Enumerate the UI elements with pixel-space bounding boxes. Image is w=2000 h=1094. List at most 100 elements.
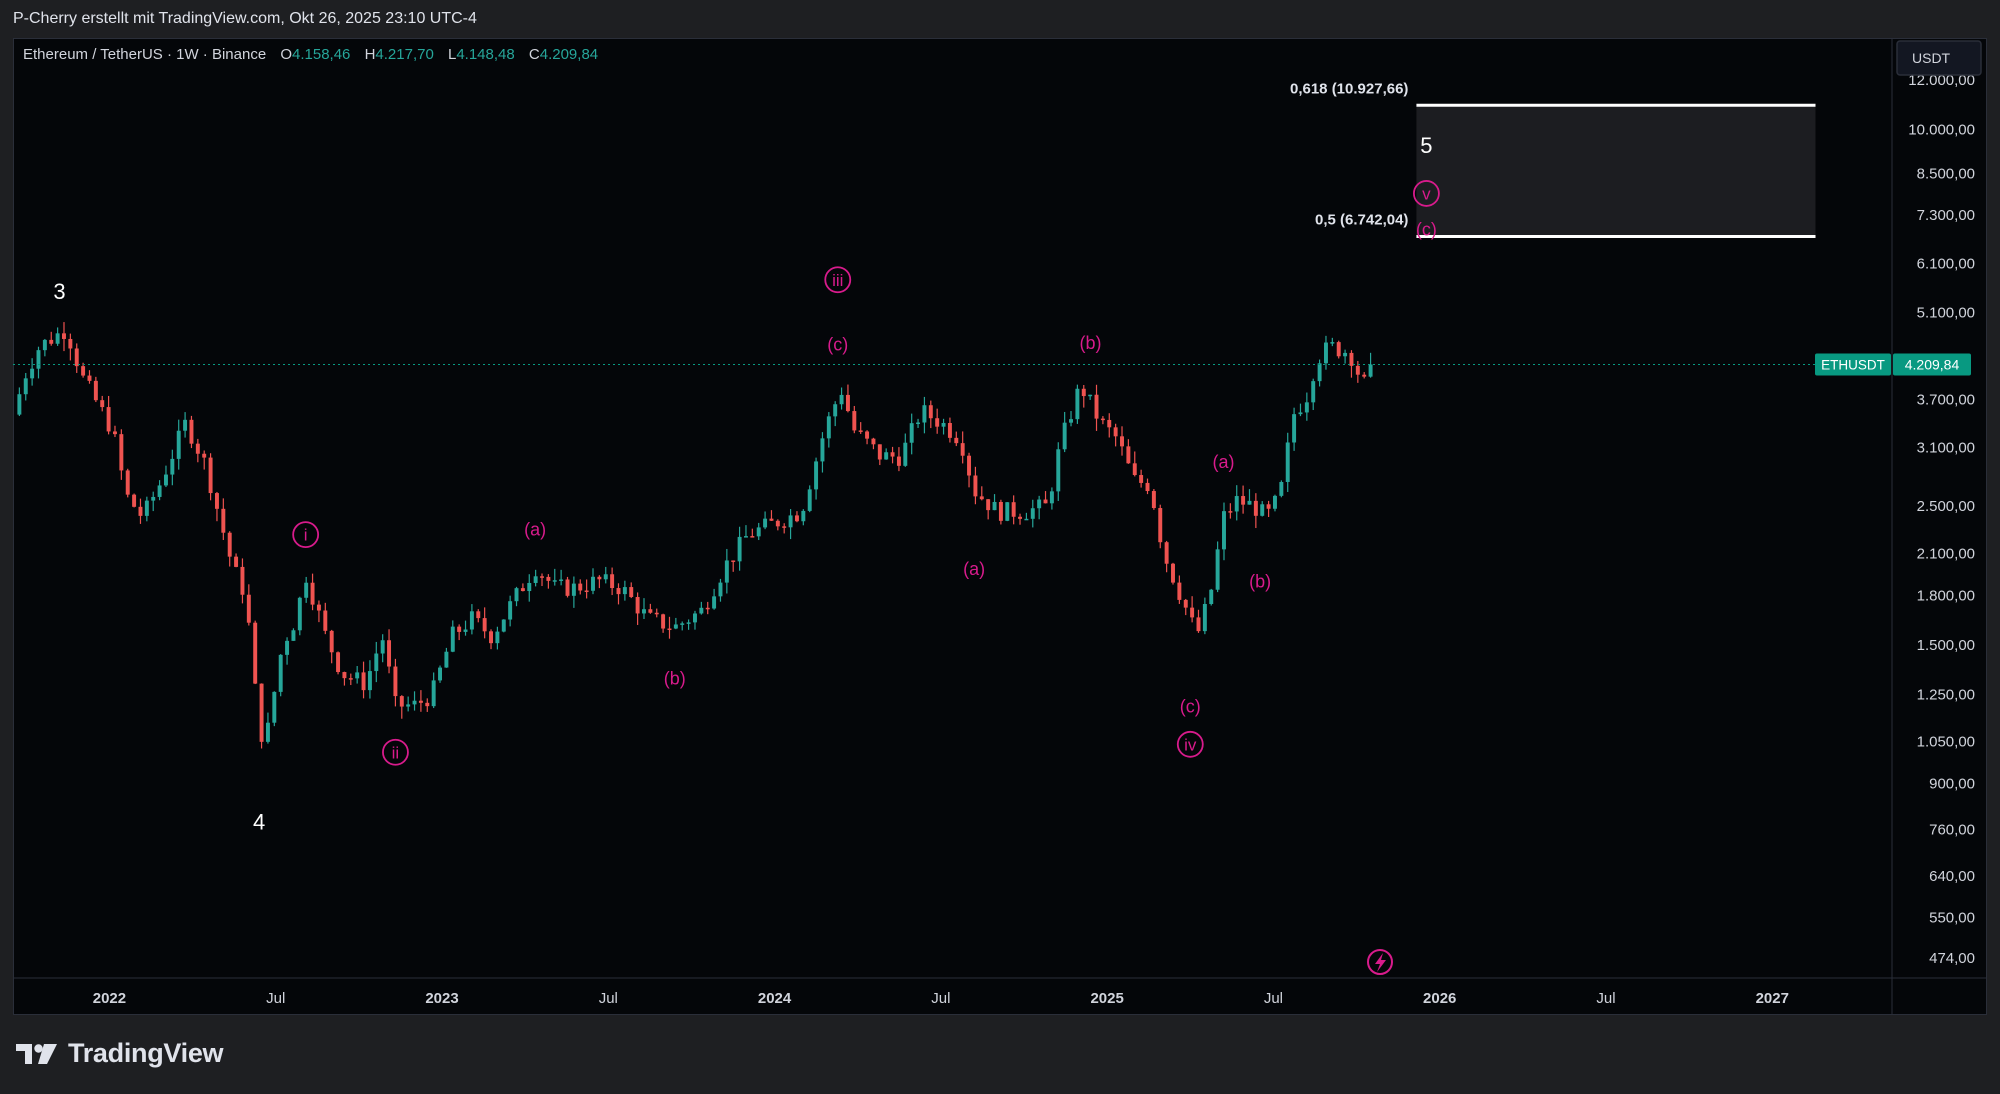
candle-up: [1273, 495, 1277, 509]
currency-button-bg[interactable]: [1896, 40, 1982, 76]
candle-up: [743, 536, 748, 538]
price-tick-label: 1.250,00: [1917, 686, 1975, 703]
wave-label-circle: [1176, 730, 1204, 758]
low-label: L: [447, 46, 457, 63]
wave-label-circle: [292, 521, 320, 549]
wave-label: (a): [524, 520, 546, 540]
candle-down: [1107, 419, 1112, 428]
candle-up: [693, 613, 697, 623]
price-tick-label: 3.100,00: [1917, 440, 1975, 457]
wave-label: (b): [664, 668, 686, 688]
candle-up: [533, 576, 538, 583]
last-price-tag-bg: [1893, 353, 1971, 376]
candle-up: [1234, 496, 1239, 512]
symbol-legend: Ethereum / TetherUS · 1W · Binance O4.15…: [23, 46, 598, 63]
wave-label: (c): [827, 334, 848, 354]
candle-down: [342, 672, 347, 679]
candle-down: [1018, 516, 1023, 519]
candle-up: [724, 560, 729, 583]
candle-down: [125, 470, 130, 495]
candle-down: [667, 628, 672, 631]
candle-down: [1094, 394, 1099, 419]
candle-up: [304, 582, 309, 598]
candle-down: [629, 587, 634, 598]
currency-button-label[interactable]: USDT: [1912, 50, 1951, 66]
lightning-icon[interactable]: [1367, 949, 1393, 975]
candle-up: [157, 485, 162, 497]
time-tick-label: Jul: [1596, 990, 1615, 1007]
price-tick-label: 1.800,00: [1917, 587, 1975, 604]
lightning-icon-bolt[interactable]: [1375, 953, 1386, 972]
candle-down: [1158, 508, 1163, 543]
candle-up: [36, 350, 41, 369]
candle-up: [1285, 442, 1290, 483]
candle-up: [450, 626, 455, 652]
wave-label: (a): [1213, 452, 1235, 472]
candle-up: [355, 672, 360, 679]
candle-down: [967, 455, 972, 476]
candle-down: [106, 407, 111, 432]
candle-down: [890, 452, 895, 457]
candle-up: [285, 640, 290, 655]
candle-up: [1005, 502, 1010, 521]
candle-up: [1343, 352, 1348, 357]
price-tick-label: 2.500,00: [1917, 498, 1975, 515]
candle-down: [119, 434, 124, 471]
symbol-tag-label: ETHUSDT: [1821, 357, 1885, 372]
candle-down: [418, 700, 423, 703]
candle-down: [234, 556, 239, 567]
candle-up: [992, 501, 997, 511]
candle-down: [476, 611, 481, 619]
candle-down: [705, 607, 710, 610]
candle-down: [208, 457, 213, 494]
candle-down: [361, 672, 366, 691]
fib-zone: [1416, 105, 1816, 237]
candle-down: [998, 501, 1003, 521]
candle-up: [431, 680, 436, 707]
candle-up: [839, 394, 844, 405]
time-tick-label: 2026: [1423, 990, 1456, 1007]
candle-down: [1081, 388, 1086, 397]
candle-down: [858, 430, 863, 432]
lightning-icon-ring[interactable]: [1367, 949, 1393, 975]
candle-down: [195, 443, 200, 454]
price-tick-label: 3.700,00: [1917, 392, 1975, 409]
currency-button[interactable]: USDT: [1896, 40, 1982, 76]
candle-down: [1336, 342, 1341, 357]
candle-up: [501, 619, 506, 632]
candle-up: [884, 452, 889, 460]
close-value: 4.209,84: [539, 46, 599, 63]
candle-down: [1190, 607, 1195, 618]
candle-down: [1132, 463, 1137, 476]
high-label: H: [364, 46, 376, 63]
candle-down: [845, 394, 850, 412]
candle-down: [1183, 599, 1188, 608]
candle-up: [144, 500, 149, 516]
candle-down: [221, 508, 226, 533]
time-tick-label: Jul: [266, 990, 285, 1007]
candle-up: [820, 438, 825, 462]
wave-label-circle: [382, 738, 409, 766]
tradingview-logo[interactable]: TradingView: [16, 1038, 224, 1069]
candle-up: [1298, 412, 1303, 415]
candle-down: [1362, 374, 1367, 377]
candle-down: [1355, 365, 1360, 375]
candle-down: [1126, 446, 1131, 464]
candle-up: [163, 474, 168, 486]
candle-down: [1241, 496, 1246, 505]
time-tick-label: 2024: [758, 990, 792, 1007]
top-bar: P-Cherry erstellt mit TradingView.com, O…: [0, 0, 2000, 38]
candle-down: [1043, 499, 1048, 504]
candle-up: [699, 607, 704, 614]
time-tick-label: Jul: [1264, 990, 1283, 1007]
candle-up: [151, 496, 156, 501]
candle-down: [387, 640, 392, 667]
time-tick-label: 2023: [425, 990, 458, 1007]
candle-down: [1177, 582, 1182, 600]
candle-down: [489, 631, 493, 644]
candle-up: [642, 609, 646, 614]
candle-up: [1215, 549, 1220, 590]
candle-up: [17, 394, 22, 415]
price-tick-label: 12.000,00: [1908, 72, 1975, 89]
